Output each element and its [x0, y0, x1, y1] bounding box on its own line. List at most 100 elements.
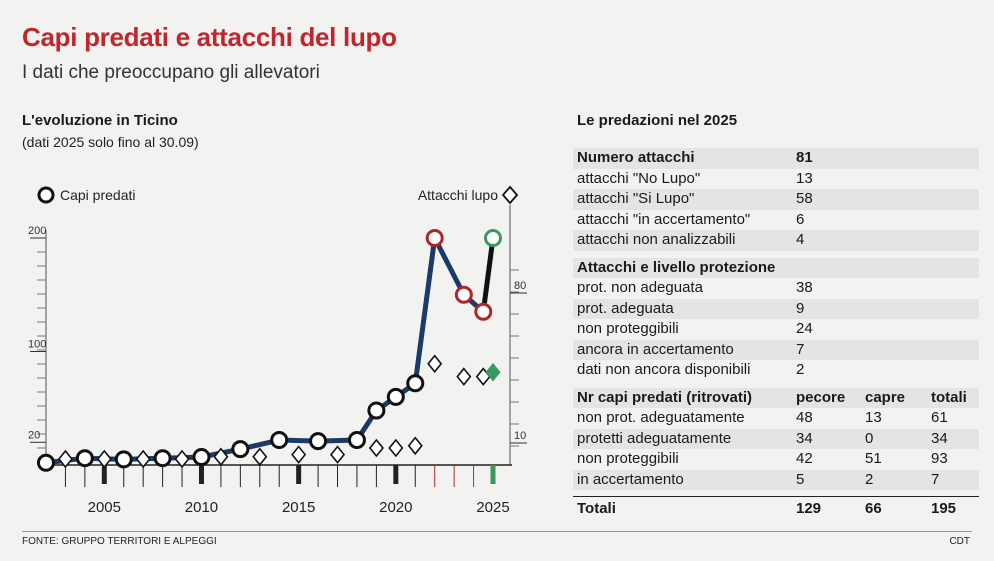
section-title-predations: Le predazioni nel 2025 [577, 112, 738, 129]
chart-title: Capi predati e attacchi del lupo [22, 22, 397, 52]
attacchi-diamond-point [213, 447, 229, 467]
attacchi-diamond-point [174, 449, 190, 469]
cell-pecore: 5 [796, 470, 805, 488]
attacchi-diamond-point [485, 363, 501, 382]
table-row: Numero attacchi 81 [573, 148, 979, 169]
cell-pecore: 48 [796, 409, 813, 426]
left-axis-tick-label: 20 [28, 429, 40, 441]
line-chart: 20 100 200 10 80 2005 2010 2015 2020 2025 Capi pre… [28, 185, 527, 516]
cell-capre: 0 [865, 429, 874, 447]
total-pecore: 129 [796, 500, 822, 517]
table-header-value: 81 [796, 149, 813, 166]
table-row: prot. adeguata 9 [573, 298, 979, 319]
left-axis-tick-label: 200 [28, 225, 46, 237]
row-label: attacchi "No Lupo" [577, 169, 701, 187]
row-value: 58 [796, 190, 813, 207]
chart-subtitle: I dati che preoccupano gli allevatori [22, 62, 320, 83]
table-header-label: Attacchi e livello protezione [577, 258, 776, 276]
attacchi-diamond-point [407, 436, 423, 456]
cell-totali: 34 [931, 429, 948, 447]
table-row: attacchi non analizzabili 4 [573, 230, 979, 251]
table-row: in accertamento 5 2 7 [573, 469, 979, 490]
data-note: (dati 2025 solo fino al 30.09) [22, 134, 199, 150]
cell-totali: 61 [931, 409, 948, 426]
x-axis-tick-label: 2010 [185, 499, 218, 516]
col-header-capre: capre [865, 388, 906, 406]
cell-totali: 7 [931, 470, 940, 488]
row-value: 4 [796, 231, 805, 248]
row-label: in accertamento [577, 470, 684, 488]
row-value: 24 [796, 320, 813, 337]
attacchi-diamond-point [291, 445, 307, 464]
table-header-label: Nr capi predati (ritrovati) [577, 388, 753, 406]
cell-capre: 13 [865, 409, 882, 426]
table-row: protetti adeguatamente 34 0 34 [573, 428, 979, 449]
legend-label-attacchi: Attacchi lupo [418, 187, 498, 203]
attacchi-diamond-point [329, 445, 346, 464]
table-header-label: Numero attacchi [577, 149, 695, 166]
cell-capre: 51 [865, 450, 882, 467]
row-value: 6 [796, 210, 805, 228]
attacchi-diamond-point [456, 367, 472, 386]
cell-totali: 93 [931, 450, 948, 467]
right-axis-tick-label: 10 [514, 430, 526, 442]
footer-divider [22, 531, 972, 532]
capi-point [231, 440, 250, 459]
capi-point [474, 302, 493, 321]
total-totali: 195 [931, 500, 957, 517]
table-row: prot. non adeguata 38 [573, 278, 979, 299]
row-label: attacchi non analizzabili [577, 231, 736, 248]
table-total-row: Totali 129 66 195 [573, 496, 979, 519]
cell-pecore: 34 [796, 429, 813, 447]
capi-point [484, 229, 502, 247]
row-value: 9 [796, 299, 805, 317]
x-axis-tick-label: 2015 [282, 499, 315, 516]
source-note: FONTE: GRUPPO TERRITORI E ALPEGGI [22, 536, 217, 547]
capi-point [270, 431, 289, 450]
x-axis-tick-label: 2020 [379, 499, 412, 516]
total-label: Totali [577, 500, 616, 517]
capi-line-segment [45, 237, 438, 466]
row-label: dati non ancora disponibili [577, 361, 751, 378]
cell-pecore: 42 [796, 450, 813, 467]
capi-point [114, 450, 133, 469]
table-row: non prot. adeguatamente 48 13 61 [573, 408, 979, 429]
row-value: 2 [796, 361, 805, 378]
col-header-totali: totali [931, 388, 967, 406]
predations-table: Numero attacchi 81 attacchi "No Lupo" 13 … [573, 148, 979, 519]
capi-point [37, 453, 55, 472]
right-axis-tick-label: 80 [514, 280, 526, 292]
table-row: Nr capi predati (ritrovati) pecore capre… [573, 387, 979, 408]
row-value: 7 [796, 340, 805, 358]
table-row: Attacchi e livello protezione [573, 257, 979, 278]
table-row: ancora in accertamento 7 [573, 339, 979, 360]
row-label: prot. non adeguata [577, 279, 703, 296]
table-row: dati non ancora disponibili 2 [573, 360, 979, 381]
capi-point [347, 431, 366, 450]
x-axis-tick-label: 2025 [476, 499, 509, 516]
table-row: non proteggibili 42 51 93 [573, 449, 979, 470]
capi-point [192, 448, 211, 467]
credit: CDT [949, 536, 970, 547]
section-title-evolution: L'evoluzione in Ticino [22, 112, 178, 129]
capi-point [75, 449, 94, 468]
row-label: protetti adeguatamente [577, 429, 732, 447]
capi-point [367, 401, 386, 420]
table-row: attacchi "Si Lupo" 58 [573, 189, 979, 210]
capi-line-segment [480, 237, 496, 313]
cell-capre: 2 [865, 470, 874, 488]
capi-point [153, 449, 172, 468]
capi-point [425, 229, 444, 247]
attacchi-diamond-point [388, 438, 404, 458]
capi-point [454, 285, 473, 304]
total-capre: 66 [865, 500, 882, 517]
row-label: ancora in accertamento [577, 340, 734, 358]
attacchi-diamond-point [368, 438, 384, 458]
row-value: 38 [796, 279, 813, 296]
row-value: 13 [796, 169, 813, 187]
attacchi-diamond-point [135, 449, 151, 469]
table-row: non proteggibili 24 [573, 319, 979, 340]
row-label: attacchi "in accertamento" [577, 210, 751, 228]
table-row: attacchi "in accertamento" 6 [573, 210, 979, 231]
left-axis-tick-label: 100 [28, 339, 46, 351]
